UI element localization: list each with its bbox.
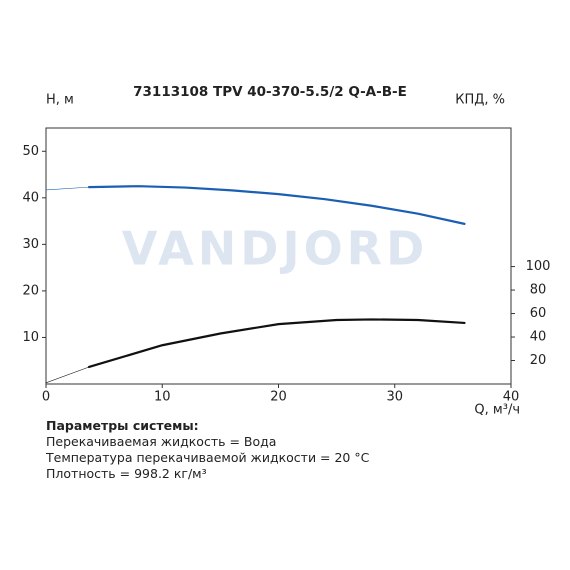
parameters-title: Параметры системы: (46, 418, 199, 433)
x-axis-label: Q, м³/ч (474, 403, 520, 418)
parameter-line: Плотность = 998.2 кг/м³ (46, 466, 207, 481)
x-tick-label: 30 (386, 390, 403, 405)
y2-tick-label: 60 (530, 306, 547, 321)
y-tick-label: 30 (22, 237, 39, 252)
parameter-line: Температура перекачиваемой жидкости = 20… (46, 450, 370, 465)
y2-tick-label: 20 (530, 353, 547, 368)
y-tick-label: 40 (22, 190, 39, 205)
x-tick-label: 10 (154, 390, 171, 405)
y2-axis-label: КПД, % (455, 93, 505, 108)
y-axis-label: H, м (46, 93, 74, 108)
y-tick-label: 20 (22, 283, 39, 298)
curve (87, 318, 466, 369)
curve (45, 366, 90, 384)
y-tick-label: 50 (22, 144, 39, 159)
y2-tick-label: 80 (530, 283, 547, 298)
parameters: Параметры системы: Перекачиваемая жидкос… (46, 418, 369, 482)
y2-tick-label: 40 (530, 330, 547, 345)
x-tick-label: 40 (503, 390, 520, 405)
x-tick-label: 20 (270, 390, 287, 405)
watermark: VANDJORD (122, 222, 429, 276)
curve (45, 186, 90, 191)
chart-title: 73113108 TPV 40-370-5.5/2 Q-A-B-E (133, 84, 407, 100)
curve (87, 185, 466, 225)
x-tick-label: 0 (42, 390, 50, 405)
y2-tick-label: 100 (526, 259, 551, 274)
parameter-line: Перекачиваемая жидкость = Вода (46, 434, 277, 449)
y-tick-label: 10 (22, 330, 39, 345)
